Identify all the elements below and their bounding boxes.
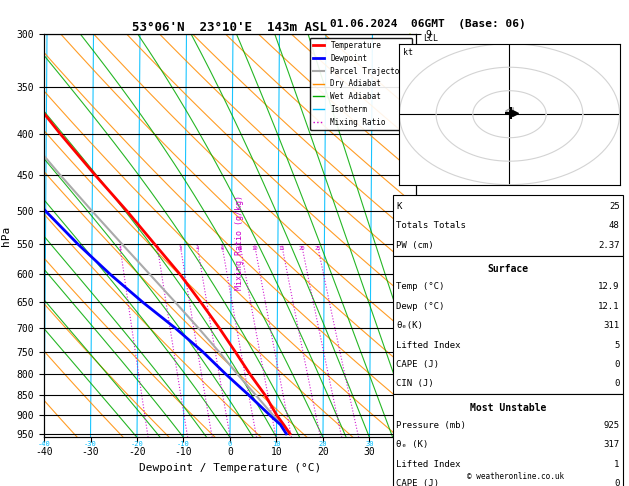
Text: -10: -10 bbox=[177, 441, 190, 447]
Text: Lifted Index: Lifted Index bbox=[396, 460, 461, 469]
Text: Temp (°C): Temp (°C) bbox=[396, 282, 445, 291]
Text: Pressure (mb): Pressure (mb) bbox=[396, 421, 466, 430]
Text: 20: 20 bbox=[319, 441, 327, 447]
Text: 5: 5 bbox=[614, 341, 620, 349]
Text: CAPE (J): CAPE (J) bbox=[396, 479, 439, 486]
Text: 0: 0 bbox=[228, 441, 232, 447]
Text: Dewp (°C): Dewp (°C) bbox=[396, 302, 445, 311]
Text: CIN (J): CIN (J) bbox=[396, 380, 434, 388]
Text: 4: 4 bbox=[196, 246, 199, 251]
X-axis label: Dewpoint / Temperature (°C): Dewpoint / Temperature (°C) bbox=[139, 463, 321, 473]
Text: 925: 925 bbox=[603, 421, 620, 430]
Text: 48: 48 bbox=[609, 222, 620, 230]
Text: 3: 3 bbox=[179, 246, 182, 251]
Text: 25: 25 bbox=[314, 246, 321, 251]
Text: 0: 0 bbox=[614, 479, 620, 486]
Text: Most Unstable: Most Unstable bbox=[470, 403, 546, 413]
Text: Mixing Ratio (g/kg): Mixing Ratio (g/kg) bbox=[235, 195, 243, 291]
Text: 311: 311 bbox=[603, 321, 620, 330]
Text: 2.37: 2.37 bbox=[598, 241, 620, 250]
Text: 6: 6 bbox=[220, 246, 223, 251]
Text: 30: 30 bbox=[365, 441, 374, 447]
Legend: Temperature, Dewpoint, Parcel Trajectory, Dry Adiabat, Wet Adiabat, Isotherm, Mi: Temperature, Dewpoint, Parcel Trajectory… bbox=[310, 38, 412, 130]
Text: PW (cm): PW (cm) bbox=[396, 241, 434, 250]
Text: 20: 20 bbox=[298, 246, 305, 251]
Text: K: K bbox=[396, 202, 402, 211]
Text: CAPE (J): CAPE (J) bbox=[396, 360, 439, 369]
Text: θₑ(K): θₑ(K) bbox=[396, 321, 423, 330]
Text: -40: -40 bbox=[38, 441, 50, 447]
Text: 40: 40 bbox=[412, 441, 420, 447]
Text: 25: 25 bbox=[609, 202, 620, 211]
Text: 01.06.2024  06GMT  (Base: 06): 01.06.2024 06GMT (Base: 06) bbox=[330, 19, 526, 30]
Text: 1: 1 bbox=[118, 246, 121, 251]
Text: 10: 10 bbox=[251, 246, 258, 251]
Text: © weatheronline.co.uk: © weatheronline.co.uk bbox=[467, 472, 564, 481]
Text: 2: 2 bbox=[155, 246, 159, 251]
Text: Totals Totals: Totals Totals bbox=[396, 222, 466, 230]
Text: 15: 15 bbox=[279, 246, 285, 251]
Text: 0: 0 bbox=[614, 360, 620, 369]
Y-axis label: hPa: hPa bbox=[1, 226, 11, 246]
Text: 1: 1 bbox=[614, 460, 620, 469]
Text: 317: 317 bbox=[603, 440, 620, 449]
Text: 12.9: 12.9 bbox=[598, 282, 620, 291]
Text: -30: -30 bbox=[84, 441, 97, 447]
Text: 0: 0 bbox=[614, 380, 620, 388]
Text: 12.1: 12.1 bbox=[598, 302, 620, 311]
Text: kt: kt bbox=[403, 49, 413, 57]
Text: 10: 10 bbox=[272, 441, 281, 447]
Text: Surface: Surface bbox=[487, 264, 528, 274]
Text: 8: 8 bbox=[238, 246, 242, 251]
Text: LCL: LCL bbox=[423, 34, 438, 43]
Text: θₑ (K): θₑ (K) bbox=[396, 440, 428, 449]
Text: -20: -20 bbox=[131, 441, 143, 447]
Text: Lifted Index: Lifted Index bbox=[396, 341, 461, 349]
Title: 53°06'N  23°10'E  143m ASL: 53°06'N 23°10'E 143m ASL bbox=[133, 21, 328, 34]
